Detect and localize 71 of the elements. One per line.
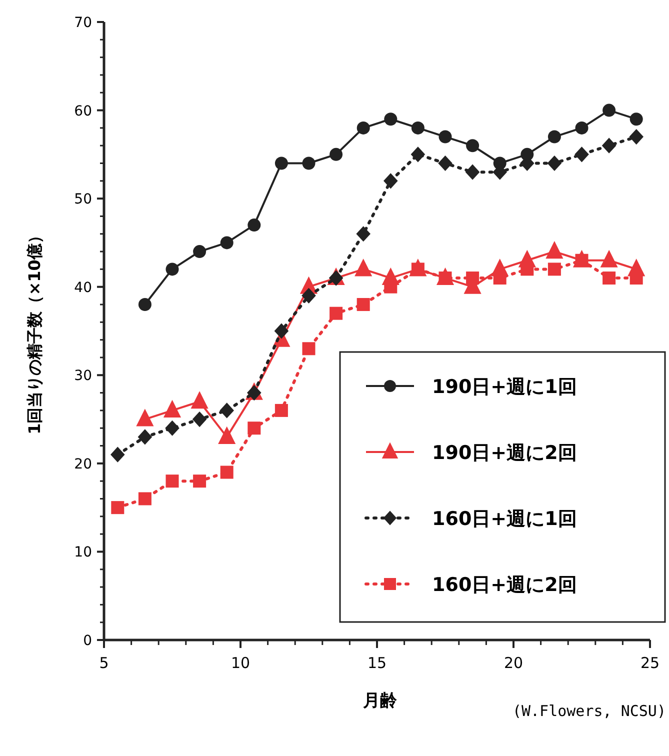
y-axis-title: 1回当りの精子数（×10億） [25, 228, 44, 434]
point [138, 298, 152, 312]
x-tick-label: 10 [230, 654, 250, 672]
point [330, 306, 343, 320]
y-tick-label: 70 [74, 15, 92, 31]
point [384, 280, 398, 294]
point [493, 272, 506, 285]
point [193, 245, 206, 258]
legend-label: 190日+週に2回 [432, 442, 577, 464]
y-tick-label: 30 [74, 368, 92, 384]
point [438, 155, 452, 172]
y-tick-label: 20 [74, 456, 92, 472]
point [466, 272, 480, 285]
point [575, 121, 588, 134]
point [247, 385, 262, 401]
x-tick-label: 15 [367, 654, 387, 672]
point [302, 156, 316, 170]
point [384, 112, 398, 126]
point [630, 272, 643, 285]
point [330, 148, 343, 161]
y-tick-label: 0 [83, 633, 92, 649]
point [274, 404, 288, 417]
point [138, 492, 152, 506]
y-tick-label: 40 [74, 280, 92, 296]
legend-label: 190日+週に1回 [432, 376, 577, 398]
point [466, 139, 480, 152]
legend-label: 160日+週に1回 [432, 508, 577, 530]
point [248, 218, 261, 232]
point [356, 121, 370, 134]
point [165, 420, 180, 436]
point [302, 288, 316, 304]
point [192, 411, 207, 428]
text: (W.Flowers, NCSU) [512, 702, 666, 720]
point [547, 155, 562, 172]
y-tick-label: 60 [74, 103, 92, 120]
point [274, 156, 288, 170]
point [384, 173, 398, 189]
point [248, 422, 261, 435]
point [274, 323, 289, 339]
point [548, 262, 561, 276]
point [602, 272, 616, 285]
y-tick-label: 50 [74, 192, 92, 208]
point [438, 130, 452, 144]
x-tick-label: 5 [99, 654, 109, 672]
point [193, 474, 206, 488]
point [548, 130, 561, 144]
point [411, 121, 424, 134]
y-tick-label: 10 [74, 544, 92, 561]
point [220, 466, 234, 479]
point [520, 262, 534, 276]
point [302, 342, 316, 356]
point [630, 112, 643, 126]
point [602, 104, 616, 117]
legend-label: 160日+週に2回 [432, 574, 577, 596]
point [220, 402, 234, 418]
point [166, 262, 179, 276]
point [110, 446, 125, 462]
x-tick-label: 25 [640, 654, 660, 672]
point [111, 501, 124, 514]
point [356, 298, 370, 312]
point [356, 226, 370, 242]
point [410, 146, 426, 162]
point [220, 236, 234, 250]
point [629, 128, 644, 145]
x-axis-title: 月齢 [362, 691, 398, 711]
point [602, 138, 616, 154]
point [465, 164, 480, 180]
point [166, 474, 179, 488]
point [138, 429, 152, 445]
x-tick-label: 20 [504, 654, 524, 672]
point [574, 146, 589, 162]
